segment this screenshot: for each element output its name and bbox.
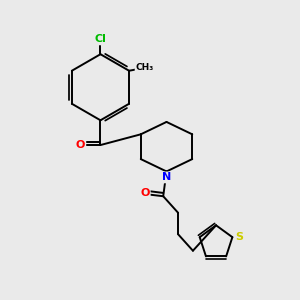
Text: O: O [76,140,85,150]
Text: CH₃: CH₃ [136,63,154,72]
Text: S: S [236,232,244,242]
Text: N: N [162,172,171,182]
Text: Cl: Cl [94,34,106,44]
Text: O: O [140,188,150,198]
